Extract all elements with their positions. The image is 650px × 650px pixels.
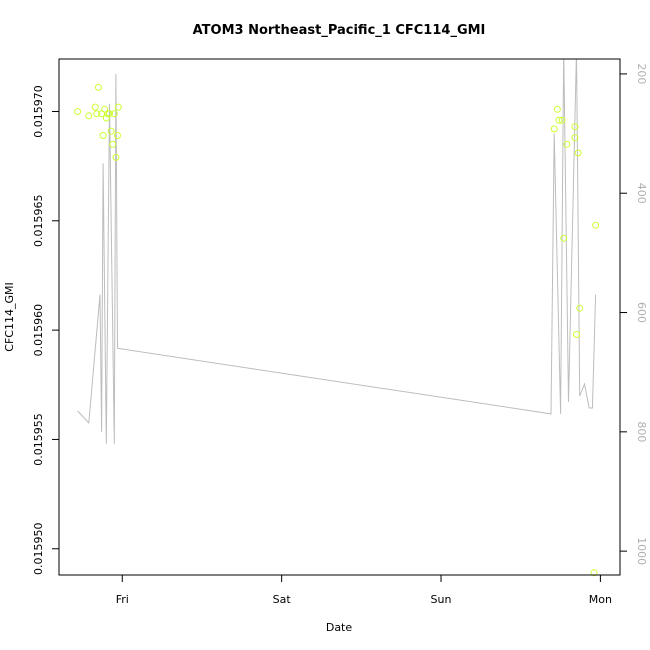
y-tick-label-4: 0.015970 [32, 85, 45, 138]
data-point-25 [574, 149, 582, 157]
data-point-6 [99, 132, 107, 139]
data-point-3 [93, 110, 101, 118]
pressure-line [77, 59, 597, 444]
y2-tick-label-1: 400 [635, 183, 648, 204]
data-point-26 [573, 331, 580, 338]
data-point-1 [85, 112, 93, 120]
data-point-13 [110, 110, 118, 118]
data-point-23 [571, 134, 579, 142]
y2-tick-label-2: 600 [635, 302, 648, 323]
x-tick-label-0: Fri [116, 593, 129, 606]
right-y-axis: 200 400 600 800 1000 [620, 63, 648, 565]
y-axis-label: CFC114_GMI [3, 282, 16, 351]
data-point-21 [560, 234, 568, 242]
data-point-28 [592, 221, 600, 229]
y-tick-label-1: 0.015955 [32, 413, 45, 466]
x-tick-label-1: Sat [273, 593, 292, 606]
data-point-4 [94, 83, 102, 91]
data-point-20 [558, 116, 566, 124]
y2-tick-label-0: 200 [635, 63, 648, 84]
data-point-24 [571, 123, 579, 131]
data-point-19 [555, 116, 563, 124]
x-tick-label-3: Mon [589, 593, 612, 606]
data-point-0 [74, 108, 82, 115]
data-point-18 [553, 105, 561, 113]
data-point-15 [114, 132, 121, 139]
data-point-27 [576, 304, 584, 312]
pressure-series-line [77, 59, 597, 444]
plot-frame [58, 58, 621, 576]
data-point-14 [112, 153, 120, 161]
y-tick-label-3: 0.015965 [32, 195, 45, 248]
y-tick-label-2: 0.015960 [32, 304, 45, 357]
data-point-29 [590, 569, 598, 577]
y-tick-label-0: 0.015950 [32, 523, 45, 576]
data-point-11 [107, 127, 115, 135]
chart-title: ATOM3 Northeast_Pacific_1 CFC114_GMI [193, 23, 486, 38]
x-axis-label: Date [326, 621, 353, 634]
data-point-12 [109, 140, 117, 148]
data-point-2 [91, 103, 99, 111]
y2-tick-label-3: 800 [635, 421, 648, 442]
x-tick-label-2: Sun [431, 593, 452, 606]
data-point-16 [114, 103, 122, 111]
data-point-10 [106, 110, 113, 118]
y-axis: 0.015950 0.015955 0.015960 0.015965 0.015970 [32, 85, 59, 575]
data-points [74, 83, 600, 577]
x-axis: Fri Sat Sun Mon [116, 575, 612, 606]
data-point-17 [550, 125, 558, 133]
y2-tick-label-4: 1000 [635, 537, 648, 565]
data-point-22 [563, 140, 571, 148]
